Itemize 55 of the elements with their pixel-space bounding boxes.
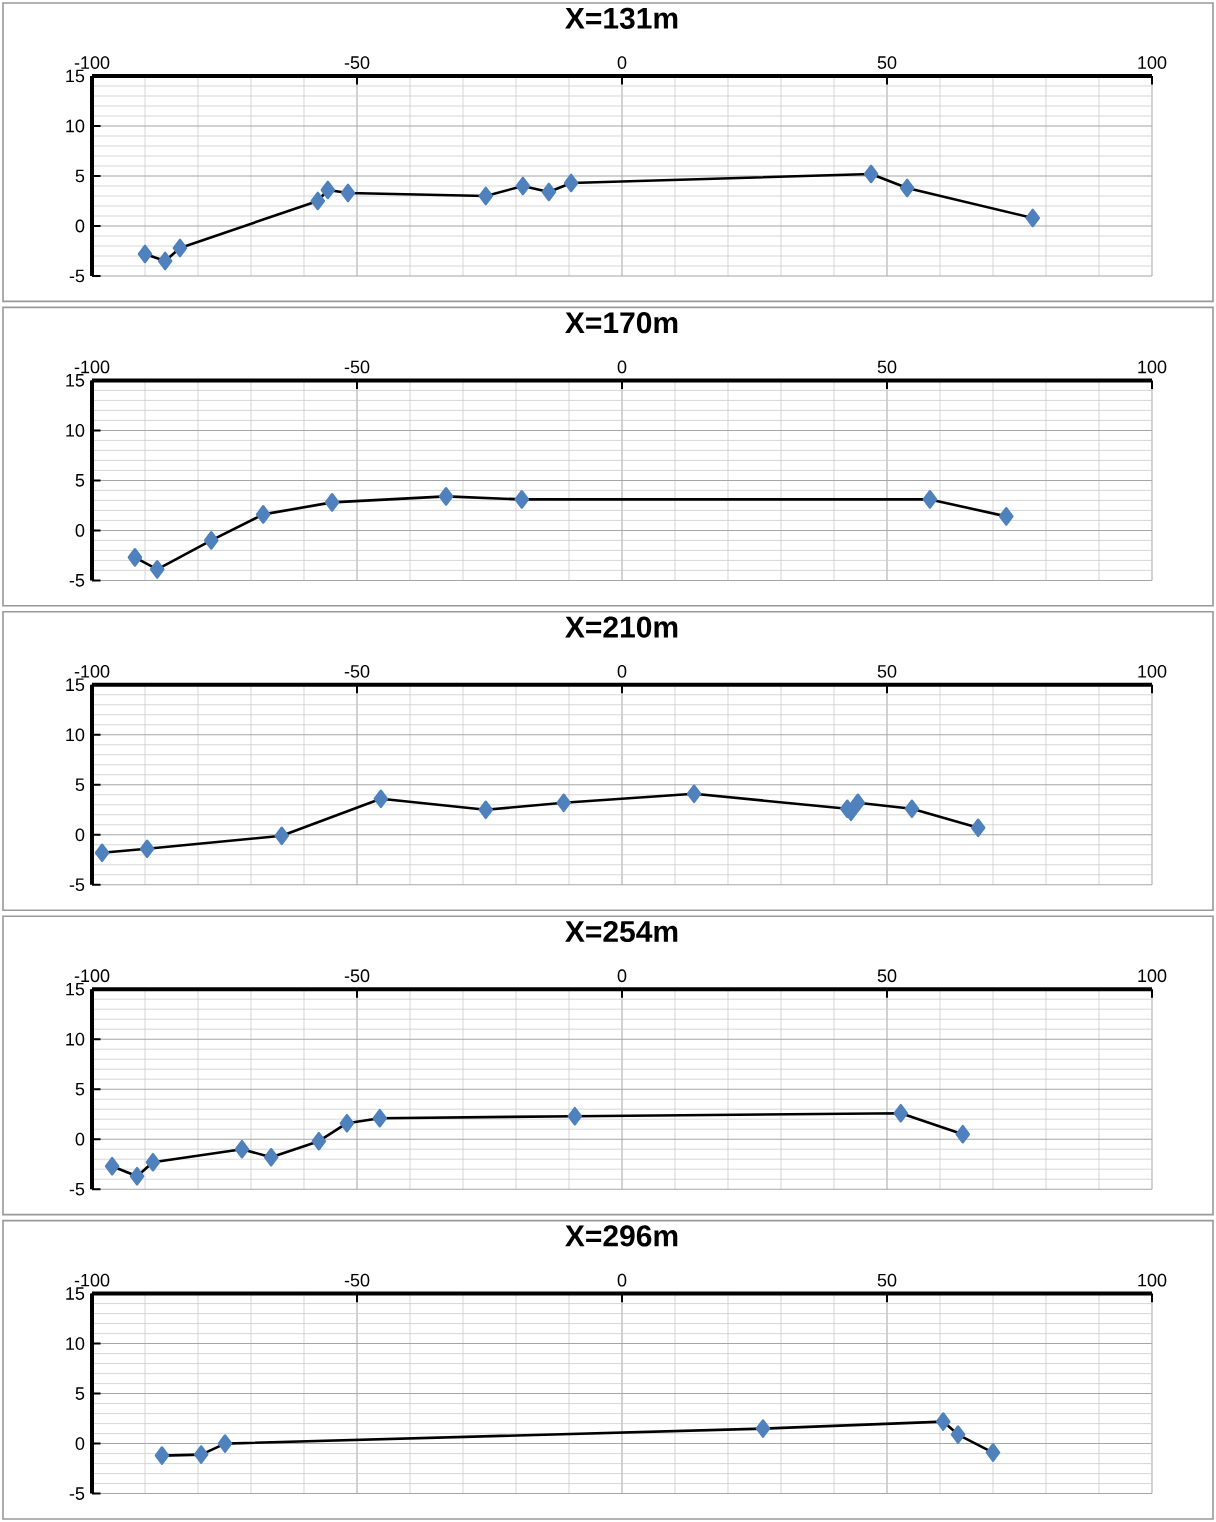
x-tick-label: 100 (1138, 1273, 1167, 1287)
y-tick-label: -5 (69, 269, 85, 283)
y-tick-label: 10 (66, 424, 85, 437)
y-tick-label: 10 (66, 1032, 85, 1046)
y-tick-label: 15 (66, 678, 85, 692)
y-tick-label: -5 (69, 574, 85, 587)
x-tick-label: -50 (344, 664, 370, 678)
y-tick-label: 10 (66, 1337, 85, 1350)
y-tick-label: 10 (66, 728, 85, 742)
x-tick-label: 0 (617, 360, 627, 374)
x-tick-label: 100 (1138, 969, 1167, 983)
y-tick-label: 15 (66, 1287, 85, 1300)
y-tick-label: -5 (69, 1487, 85, 1500)
x-tick-label: 50 (877, 360, 897, 374)
x-tick-label: 50 (877, 664, 897, 678)
y-tick-label: 0 (75, 828, 85, 842)
x-tick-label: 0 (617, 664, 627, 678)
chart-title: X=170m (565, 312, 678, 334)
y-tick-label: -5 (69, 878, 85, 892)
y-tick-label: 0 (75, 1132, 85, 1146)
chart-title: X=296m (565, 1225, 678, 1247)
y-tick-label: 10 (66, 119, 85, 133)
chart-title: X=131m (565, 7, 678, 29)
y-tick-label: 5 (75, 169, 85, 183)
y-tick-label: 0 (75, 219, 85, 233)
x-tick-label: -50 (344, 1273, 370, 1287)
chart-title: X=210m (565, 616, 678, 638)
y-tick-label: 5 (75, 1082, 85, 1096)
x-tick-label: -100 (74, 1273, 110, 1287)
x-tick-label: -50 (344, 360, 370, 374)
y-tick-label: 5 (75, 778, 85, 792)
x-tick-label: -100 (74, 664, 110, 678)
x-tick-label: -50 (344, 969, 370, 983)
x-tick-label: 100 (1138, 360, 1167, 374)
x-tick-label: -100 (74, 56, 110, 69)
y-tick-label: 0 (75, 1437, 85, 1450)
x-tick-label: 0 (617, 1273, 627, 1287)
y-tick-label: 15 (66, 982, 85, 996)
y-tick-label: 5 (75, 1387, 85, 1400)
y-tick-label: 0 (75, 524, 85, 537)
x-tick-label: -100 (74, 360, 110, 374)
chart-title: X=254m (565, 920, 678, 943)
y-tick-label: 15 (66, 69, 85, 83)
x-tick-label: 50 (877, 969, 897, 983)
y-tick-label: 15 (66, 374, 85, 387)
x-tick-label: -50 (344, 56, 370, 69)
y-tick-label: -5 (69, 1182, 85, 1196)
x-tick-label: 0 (617, 56, 627, 69)
x-tick-label: -100 (74, 969, 110, 983)
x-tick-label: 0 (617, 969, 627, 983)
x-tick-label: 100 (1138, 664, 1167, 678)
x-tick-label: 50 (877, 1273, 897, 1287)
y-tick-label: 5 (75, 474, 85, 487)
x-tick-label: 50 (877, 56, 897, 69)
x-tick-label: 100 (1138, 56, 1167, 69)
